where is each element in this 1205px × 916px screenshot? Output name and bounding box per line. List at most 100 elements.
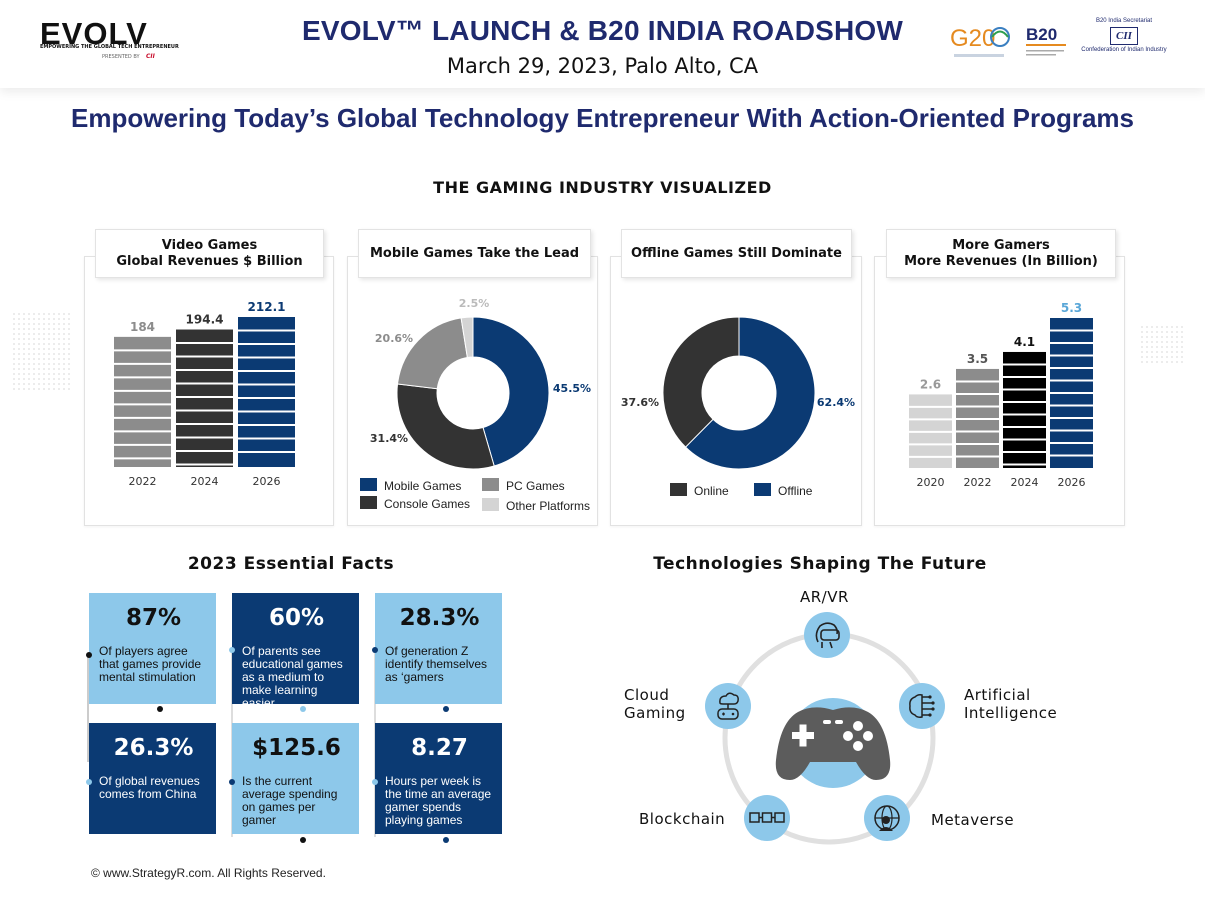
bar-value-label-2026: 212.1	[248, 300, 286, 314]
game-controller-icon	[775, 698, 891, 788]
blockchain-icon	[749, 812, 785, 823]
video-games-title-line-2: Global Revenues $ Billion	[116, 253, 303, 269]
fact-dot-6	[372, 779, 378, 785]
b20-logo: B20	[1026, 25, 1066, 56]
fact-dot-10	[300, 837, 306, 843]
legend-swatch-mobile	[360, 478, 377, 491]
fact-value-6: 8.27	[411, 735, 468, 761]
fact-card-6: 8.27 Hours per week is the time an avera…	[375, 723, 502, 834]
legend-swatch-console	[360, 496, 377, 509]
fact-text-5: Is the current average spending on games…	[242, 774, 338, 827]
fact-value-2: 60%	[268, 605, 325, 631]
video-games-title-line-1: Video Games	[161, 237, 258, 253]
tech-label-arvr: AR/VR	[800, 588, 849, 606]
dot-pattern-right	[1140, 325, 1185, 365]
evolv-logo-text: EVOLV	[40, 16, 148, 51]
mobile-games-donut-chart: 45.5% 31.4% 20.6% 2.5%	[370, 297, 591, 470]
legend-swatch-pc	[482, 478, 499, 491]
video-games-bar-chart: 184 2022 194.4 2024 212.1 2026	[114, 300, 295, 488]
tech-label-blockchain: Blockchain	[639, 810, 726, 828]
tech-label-cloud-line-1: Cloud	[624, 686, 670, 704]
bar-value-label-2022: 184	[130, 320, 155, 334]
cii-logo: B20 India Secretariat CII Confederation …	[1074, 18, 1174, 68]
donut-slice-mobile-games	[472, 316, 550, 467]
fact-dot-4	[86, 779, 92, 785]
donut-slice-other-platforms	[460, 316, 474, 359]
facts-heading: 2023 Essential Facts	[187, 554, 395, 574]
bar-2024	[1003, 351, 1046, 468]
fact-text-3: Of generation Z identify themselves as ‘…	[385, 644, 488, 684]
bar-2022	[956, 368, 999, 468]
fact-card-5: $125.6 Is the current average spending o…	[232, 723, 359, 834]
section-title: THE GAMING INDUSTRY VISUALIZED	[433, 178, 772, 197]
fact-card-3: 28.3% Of generation Z identify themselve…	[375, 593, 502, 704]
bar-value-label-2024: 4.1	[1014, 335, 1035, 349]
donut-slice-online	[662, 316, 740, 448]
bar-2024	[176, 329, 233, 467]
b20-logo-text: B20	[1026, 25, 1057, 44]
slice-label-online: 37.6%	[621, 396, 659, 409]
offline-games-donut-chart: 62.4% 37.6%	[621, 316, 855, 470]
evolv-presenter: CII	[146, 53, 155, 60]
gamers-revenue-title-line-2: More Revenues (In Billion)	[904, 253, 1098, 269]
fact-text-6: Hours per week is the time an average ga…	[385, 774, 492, 827]
fact-value-1: 87%	[125, 605, 182, 631]
fact-dot-9	[443, 706, 449, 712]
fact-dot-11	[443, 837, 449, 843]
x-tick-label-2020: 2020	[917, 476, 945, 489]
fact-dot-3	[372, 647, 378, 653]
legend-swatch-online	[670, 483, 687, 496]
evolv-presented-by: PRESENTED BY	[102, 54, 140, 60]
legend-swatch-other	[482, 498, 499, 511]
event-date: March 29, 2023, Palo Alto, CA	[446, 54, 759, 78]
metaverse-node	[864, 795, 910, 841]
gamers-revenue-bar-chart: 2.6 2020 3.5 2022 4.1 2024 5.3 2026	[909, 301, 1093, 489]
tech-heading: Technologies Shaping The Future	[653, 554, 987, 574]
legend-label-offline: Offline	[778, 484, 813, 498]
page-subtitle: Empowering Today’s Global Technology Ent…	[71, 103, 1134, 133]
brain-circuit-icon	[909, 694, 935, 718]
cii-mark: CII	[1110, 27, 1138, 45]
bar-value-label-2022: 3.5	[967, 352, 988, 366]
legend-label-console: Console Games	[384, 497, 471, 511]
dot-pattern-left	[12, 312, 72, 392]
page-title: EVOLV™ LAUNCH & B20 INDIA ROADSHOW	[301, 15, 904, 46]
fact-card-4: 26.3% Of global revenues comes from Chin…	[89, 723, 216, 834]
bar-value-label-2024: 194.4	[186, 313, 224, 327]
g20-logo-text: G20	[950, 25, 995, 52]
fact-value-5: $125.6	[252, 735, 341, 761]
fact-value-3: 28.3%	[399, 605, 480, 631]
tech-label-ai-line-1: Artificial	[964, 686, 1031, 704]
slice-label-mobile-games: 45.5%	[553, 382, 591, 395]
bar-2026	[238, 317, 295, 467]
slice-label-console-games: 31.4%	[370, 432, 408, 445]
g20-logo: G20	[950, 25, 1010, 57]
bar-value-label-2020: 2.6	[920, 377, 941, 391]
bar-2026	[1050, 318, 1093, 468]
fact-dot-2	[229, 647, 235, 653]
legend-label-mobile: Mobile Games	[384, 479, 462, 493]
fact-card-2: 60% Of parents see educational games as …	[232, 593, 359, 710]
vr-headset-icon	[815, 622, 840, 649]
legend-label-online: Online	[694, 484, 729, 498]
x-tick-label-2022: 2022	[129, 475, 157, 488]
cii-secretariat-text: B20 India Secretariat	[1095, 18, 1153, 24]
slice-label-other-platforms: 2.5%	[459, 297, 490, 310]
slice-label-pc-games: 20.6%	[375, 332, 413, 345]
tech-label-cloud-gaming: Cloud Gaming	[624, 686, 686, 722]
x-tick-label-2026: 2026	[1058, 476, 1086, 489]
bar-2020	[909, 394, 952, 468]
gamers-revenue-title-line-1: More Gamers	[952, 237, 1050, 253]
fact-dot-7	[157, 706, 163, 712]
fact-text-2: Of parents see educational games as a me…	[242, 644, 343, 710]
fact-value-4: 26.3%	[113, 735, 194, 761]
blockchain-node	[744, 795, 790, 841]
gamers-revenue-title: More Gamers More Revenues (In Billion)	[886, 229, 1116, 278]
metaverse-globe-icon	[874, 805, 900, 831]
legend-label-pc: PC Games	[506, 479, 565, 493]
video-games-title: Video Games Global Revenues $ Billion	[95, 229, 324, 278]
fact-dot-1	[86, 652, 92, 658]
arvr-node	[804, 612, 850, 658]
tech-label-cloud-line-2: Gaming	[624, 704, 686, 722]
fact-dot-8	[300, 706, 306, 712]
